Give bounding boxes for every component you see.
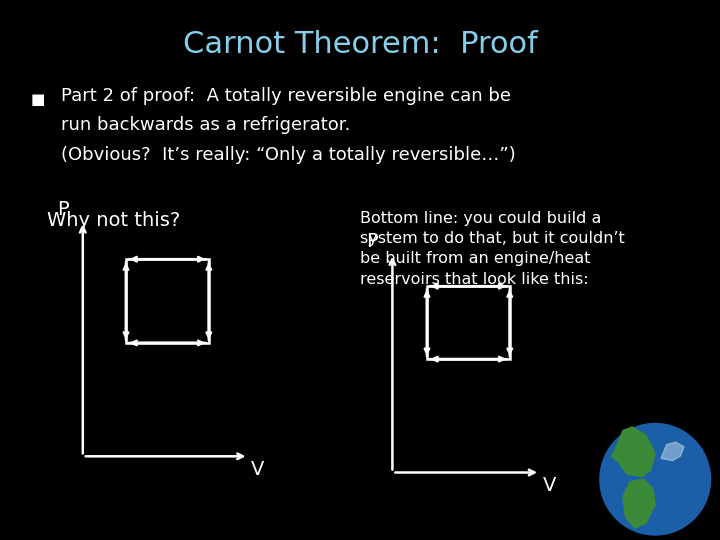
Text: Bottom line: you could build a
system to do that, but it couldn’t
be built from : Bottom line: you could build a system to…: [360, 211, 625, 287]
Polygon shape: [600, 423, 711, 535]
FancyBboxPatch shape: [427, 286, 510, 359]
Text: V: V: [543, 476, 557, 495]
Text: Why not this?: Why not this?: [47, 211, 180, 229]
Text: P: P: [57, 200, 68, 219]
Text: (Obvious?  It’s really: “Only a totally reversible…”): (Obvious? It’s really: “Only a totally r…: [61, 146, 516, 164]
Text: ■: ■: [30, 92, 45, 107]
Text: Carnot Theorem:  Proof: Carnot Theorem: Proof: [183, 30, 537, 59]
Text: Part 2 of proof:  A totally reversible engine can be: Part 2 of proof: A totally reversible en…: [61, 87, 511, 105]
FancyBboxPatch shape: [126, 259, 209, 343]
Polygon shape: [661, 442, 684, 461]
Polygon shape: [623, 480, 655, 528]
Polygon shape: [611, 427, 655, 477]
Text: P: P: [366, 232, 378, 251]
Text: V: V: [251, 460, 264, 479]
Text: run backwards as a refrigerator.: run backwards as a refrigerator.: [61, 116, 351, 134]
